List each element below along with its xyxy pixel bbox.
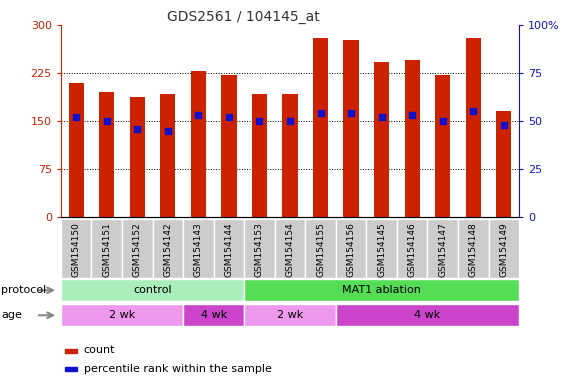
Text: count: count	[84, 345, 115, 355]
Bar	[68, 83, 84, 217]
Text: protocol: protocol	[1, 285, 46, 295]
Point	[194, 112, 203, 118]
Point	[469, 108, 478, 114]
Bar	[244, 304, 336, 326]
Bar	[183, 304, 244, 326]
Bar	[244, 279, 519, 301]
Bar	[435, 75, 451, 217]
Text: GSM154154: GSM154154	[285, 222, 295, 277]
Point	[438, 118, 447, 124]
Text: GSM154150: GSM154150	[72, 222, 81, 277]
Bar	[183, 219, 213, 278]
Bar	[92, 219, 122, 278]
Bar	[122, 219, 153, 278]
Bar	[222, 75, 237, 217]
Text: control: control	[133, 285, 172, 295]
Bar	[66, 349, 77, 353]
Bar	[282, 94, 298, 217]
Bar	[427, 219, 458, 278]
Text: GDS2561 / 104145_at: GDS2561 / 104145_at	[167, 10, 320, 23]
Bar	[466, 38, 481, 217]
Text: GSM154148: GSM154148	[469, 222, 478, 277]
Bar	[397, 219, 427, 278]
Point	[224, 114, 234, 120]
Text: GSM154153: GSM154153	[255, 222, 264, 277]
Text: 2 wk: 2 wk	[277, 310, 303, 320]
Text: MAT1 ablation: MAT1 ablation	[342, 285, 421, 295]
Point	[71, 114, 81, 120]
Text: GSM154155: GSM154155	[316, 222, 325, 277]
Point	[499, 122, 509, 128]
Bar	[213, 219, 244, 278]
Bar	[191, 71, 206, 217]
Point	[133, 126, 142, 132]
Bar	[336, 304, 519, 326]
Bar	[160, 94, 176, 217]
Point	[408, 112, 417, 118]
Bar	[367, 219, 397, 278]
Point	[163, 127, 172, 134]
Point	[377, 114, 386, 120]
Bar	[129, 97, 145, 217]
Bar	[336, 219, 367, 278]
Text: 2 wk: 2 wk	[109, 310, 135, 320]
Text: 4 wk: 4 wk	[201, 310, 227, 320]
Bar	[305, 219, 336, 278]
Text: GSM154145: GSM154145	[377, 222, 386, 277]
Bar	[374, 62, 389, 217]
Bar	[488, 219, 519, 278]
Bar	[275, 219, 305, 278]
Text: GSM154143: GSM154143	[194, 222, 203, 277]
Bar	[244, 219, 275, 278]
Bar	[99, 92, 114, 217]
Text: GSM154142: GSM154142	[164, 222, 172, 277]
Bar	[405, 60, 420, 217]
Bar	[343, 40, 358, 217]
Bar	[61, 219, 92, 278]
Point	[316, 110, 325, 116]
Text: GSM154147: GSM154147	[438, 222, 447, 277]
Bar	[252, 94, 267, 217]
Bar	[61, 279, 244, 301]
Text: 4 wk: 4 wk	[414, 310, 441, 320]
Bar	[66, 367, 77, 371]
Point	[102, 118, 111, 124]
Point	[285, 118, 295, 124]
Text: GSM154156: GSM154156	[347, 222, 356, 277]
Point	[255, 118, 264, 124]
Bar	[313, 38, 328, 217]
Text: percentile rank within the sample: percentile rank within the sample	[84, 364, 271, 374]
Bar	[496, 111, 512, 217]
Text: age: age	[1, 310, 22, 320]
Bar	[153, 219, 183, 278]
Point	[346, 110, 356, 116]
Text: GSM154146: GSM154146	[408, 222, 416, 277]
Text: GSM154152: GSM154152	[133, 222, 142, 277]
Text: GSM154151: GSM154151	[102, 222, 111, 277]
Bar	[61, 304, 183, 326]
Text: GSM154149: GSM154149	[499, 222, 508, 277]
Bar	[458, 219, 488, 278]
Text: GSM154144: GSM154144	[224, 222, 233, 277]
